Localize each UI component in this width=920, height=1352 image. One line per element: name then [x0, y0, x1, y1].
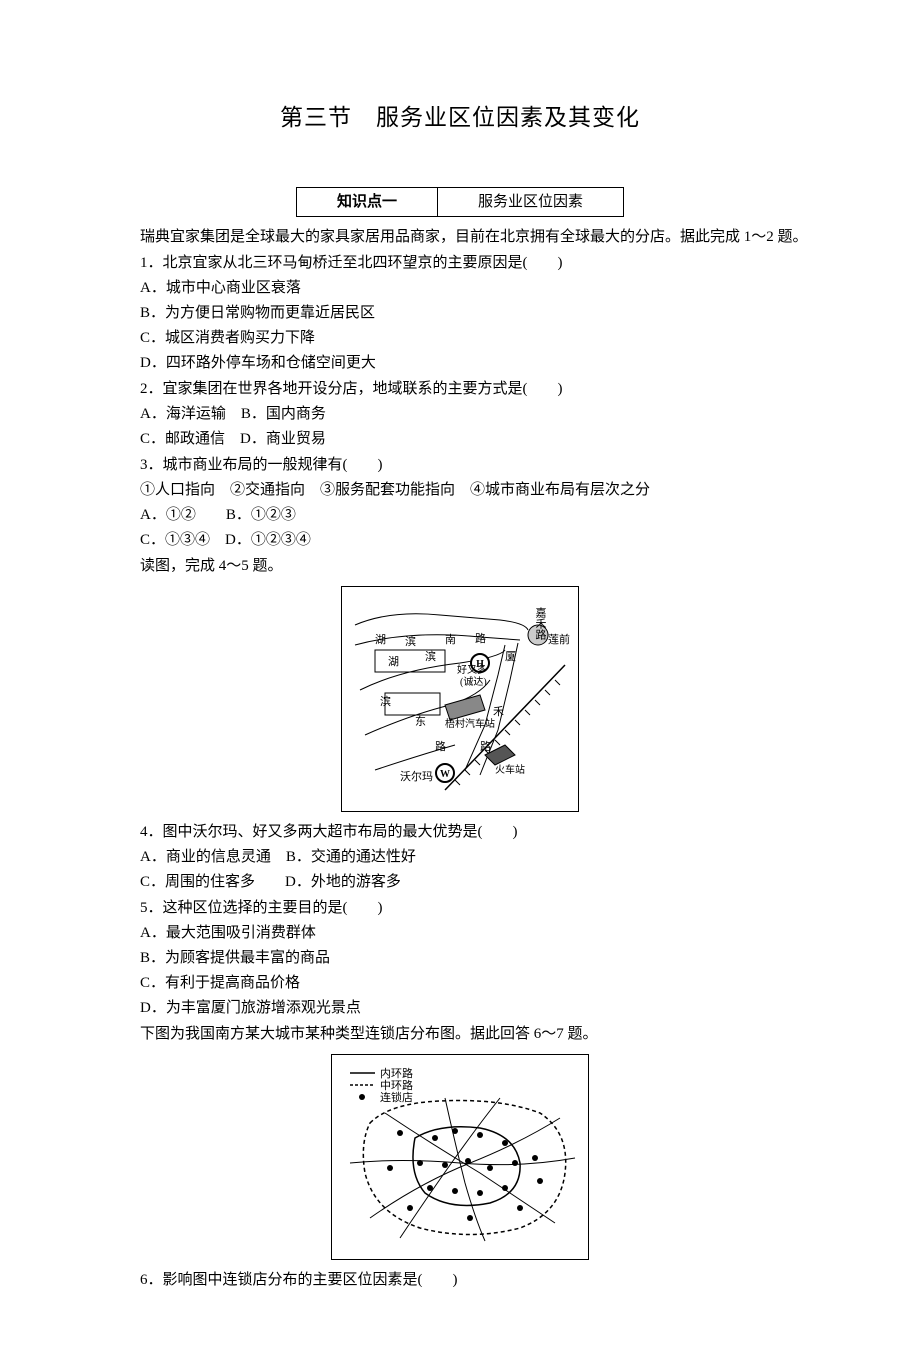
- q1-option-d: D．四环路外停车场和仓储空间更大: [110, 351, 810, 375]
- q2-stem: 2．宜家集团在世界各地开设分店，地域联系的主要方式是( ): [110, 377, 810, 401]
- fig2-intro: 下图为我国南方某大城市某种类型连锁店分布图。据此回答 6～7 题。: [110, 1022, 810, 1046]
- svg-text:厦: 厦: [505, 650, 516, 663]
- q5-stem: 5．这种区位选择的主要目的是( ): [110, 896, 810, 920]
- topic-content: 服务业区位因素: [438, 187, 624, 216]
- svg-text:内环路: 内环路: [380, 1066, 413, 1080]
- svg-text:梧村汽车站: 梧村汽车站: [445, 717, 495, 730]
- q4-stem: 4．图中沃尔玛、好又多两大超市布局的最大优势是( ): [110, 820, 810, 844]
- q1-option-b: B．为方便日常购物而更靠近居民区: [110, 301, 810, 325]
- q2-option-cd: C．邮政通信 D．商业贸易: [110, 427, 810, 451]
- q3-option-cd: C．①③④ D．①②③④: [110, 528, 810, 552]
- q4-option-ab: A．商业的信息灵通 B．交通的通达性好: [110, 845, 810, 869]
- figure-1: H W 嘉禾路 莲前路 湖 滨 南 路 湖 滨 好又多 (诚达) 厦 滨 东 梧…: [110, 586, 810, 812]
- map2-svg: 内环路 中环路 连锁店: [340, 1063, 580, 1243]
- svg-text:湖: 湖: [375, 633, 386, 646]
- topic-box: 知识点一 服务业区位因素: [296, 187, 624, 217]
- svg-text:火车站: 火车站: [495, 763, 525, 776]
- svg-text:莲前路: 莲前路: [548, 632, 570, 646]
- svg-text:东: 东: [415, 715, 426, 728]
- topic-label: 知识点一: [296, 187, 437, 216]
- svg-text:(诚达): (诚达): [460, 676, 487, 688]
- map1-svg: H W 嘉禾路 莲前路 湖 滨 南 路 湖 滨 好又多 (诚达) 厦 滨 东 梧…: [350, 595, 570, 795]
- svg-text:禾: 禾: [493, 705, 504, 718]
- svg-text:连锁店: 连锁店: [380, 1090, 413, 1104]
- svg-text:路: 路: [480, 740, 491, 753]
- q5-option-d: D．为丰富厦门旅游增添观光景点: [110, 996, 810, 1020]
- page-title: 第三节 服务业区位因素及其变化: [110, 100, 810, 137]
- q1-option-a: A．城市中心商业区衰落: [110, 276, 810, 300]
- svg-text:南: 南: [445, 633, 456, 646]
- q3-stem: 3．城市商业布局的一般规律有( ): [110, 453, 810, 477]
- q1-option-c: C．城区消费者购买力下降: [110, 326, 810, 350]
- svg-text:滨: 滨: [380, 694, 391, 708]
- svg-text:滨: 滨: [425, 649, 436, 663]
- q3-option-ab: A．①② B．①②③: [110, 503, 810, 527]
- svg-text:沃尔玛: 沃尔玛: [400, 770, 433, 783]
- svg-text:W: W: [440, 769, 450, 780]
- intro-text-1: 瑞典宜家集团是全球最大的家具家居用品商家，目前在北京拥有全球最大的分店。据此完成…: [110, 225, 810, 249]
- svg-text:路: 路: [475, 632, 486, 645]
- q5-option-c: C．有利于提高商品价格: [110, 971, 810, 995]
- figure-2: 内环路 中环路 连锁店: [110, 1054, 810, 1260]
- q5-option-a: A．最大范围吸引消费群体: [110, 921, 810, 945]
- q2-option-ab: A．海洋运输 B．国内商务: [110, 402, 810, 426]
- svg-text:嘉禾路: 嘉禾路: [534, 605, 547, 640]
- q5-option-b: B．为顾客提供最丰富的商品: [110, 946, 810, 970]
- svg-text:中环路: 中环路: [380, 1079, 413, 1092]
- svg-text:滨: 滨: [405, 634, 416, 648]
- svg-text:湖: 湖: [388, 655, 399, 668]
- q6-stem: 6．影响图中连锁店分布的主要区位因素是( ): [110, 1268, 810, 1292]
- svg-text:好又多: 好又多: [457, 663, 487, 676]
- q1-stem: 1．北京宜家从北三环马甸桥迁至北四环望京的主要原因是( ): [110, 251, 810, 275]
- q4-option-cd: C．周围的住客多 D．外地的游客多: [110, 870, 810, 894]
- svg-text:路: 路: [435, 740, 446, 753]
- q3-subitems: ①人口指向 ②交通指向 ③服务配套功能指向 ④城市商业布局有层次之分: [110, 478, 810, 502]
- fig1-intro: 读图，完成 4～5 题。: [110, 554, 810, 578]
